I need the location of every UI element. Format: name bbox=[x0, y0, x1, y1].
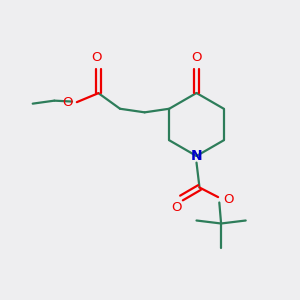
Text: N: N bbox=[191, 149, 202, 163]
Text: O: O bbox=[171, 201, 181, 214]
Text: O: O bbox=[191, 51, 202, 64]
Text: O: O bbox=[223, 193, 234, 206]
Text: O: O bbox=[63, 96, 73, 109]
Text: O: O bbox=[92, 51, 102, 64]
